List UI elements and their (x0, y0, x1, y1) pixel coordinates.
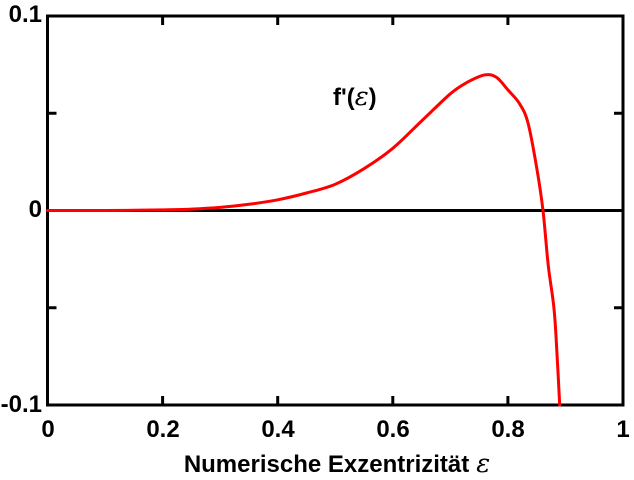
curve-annotation-suffix: ) (368, 84, 377, 111)
epsilon-symbol: ε (476, 449, 491, 479)
y-tick-label-0.1: 0.1 (8, 1, 42, 28)
curve-annotation-prefix: f'( (333, 84, 355, 111)
x-tick-label-1: 1 (616, 416, 630, 443)
curve-path (46, 73, 562, 407)
x-tick-label-0.4: 0.4 (261, 416, 295, 443)
epsilon-symbol: ε (354, 82, 369, 112)
curve-annotation: f'(ε) (333, 82, 443, 112)
y-tick-label-0: 0 (28, 196, 42, 223)
x-tick-label-0.8: 0.8 (491, 416, 525, 443)
x-tick-label-0.6: 0.6 (376, 416, 410, 443)
x-axis-title-text: Numerische Exzentrizität (183, 451, 470, 478)
x-axis-title: Numerische Exzentrizität ε (40, 449, 634, 479)
y-tick-label-neg0.1: -0.1 (0, 391, 42, 418)
x-tick-label-0: 0 (41, 416, 55, 443)
x-tick-label-0.2: 0.2 (146, 416, 180, 443)
